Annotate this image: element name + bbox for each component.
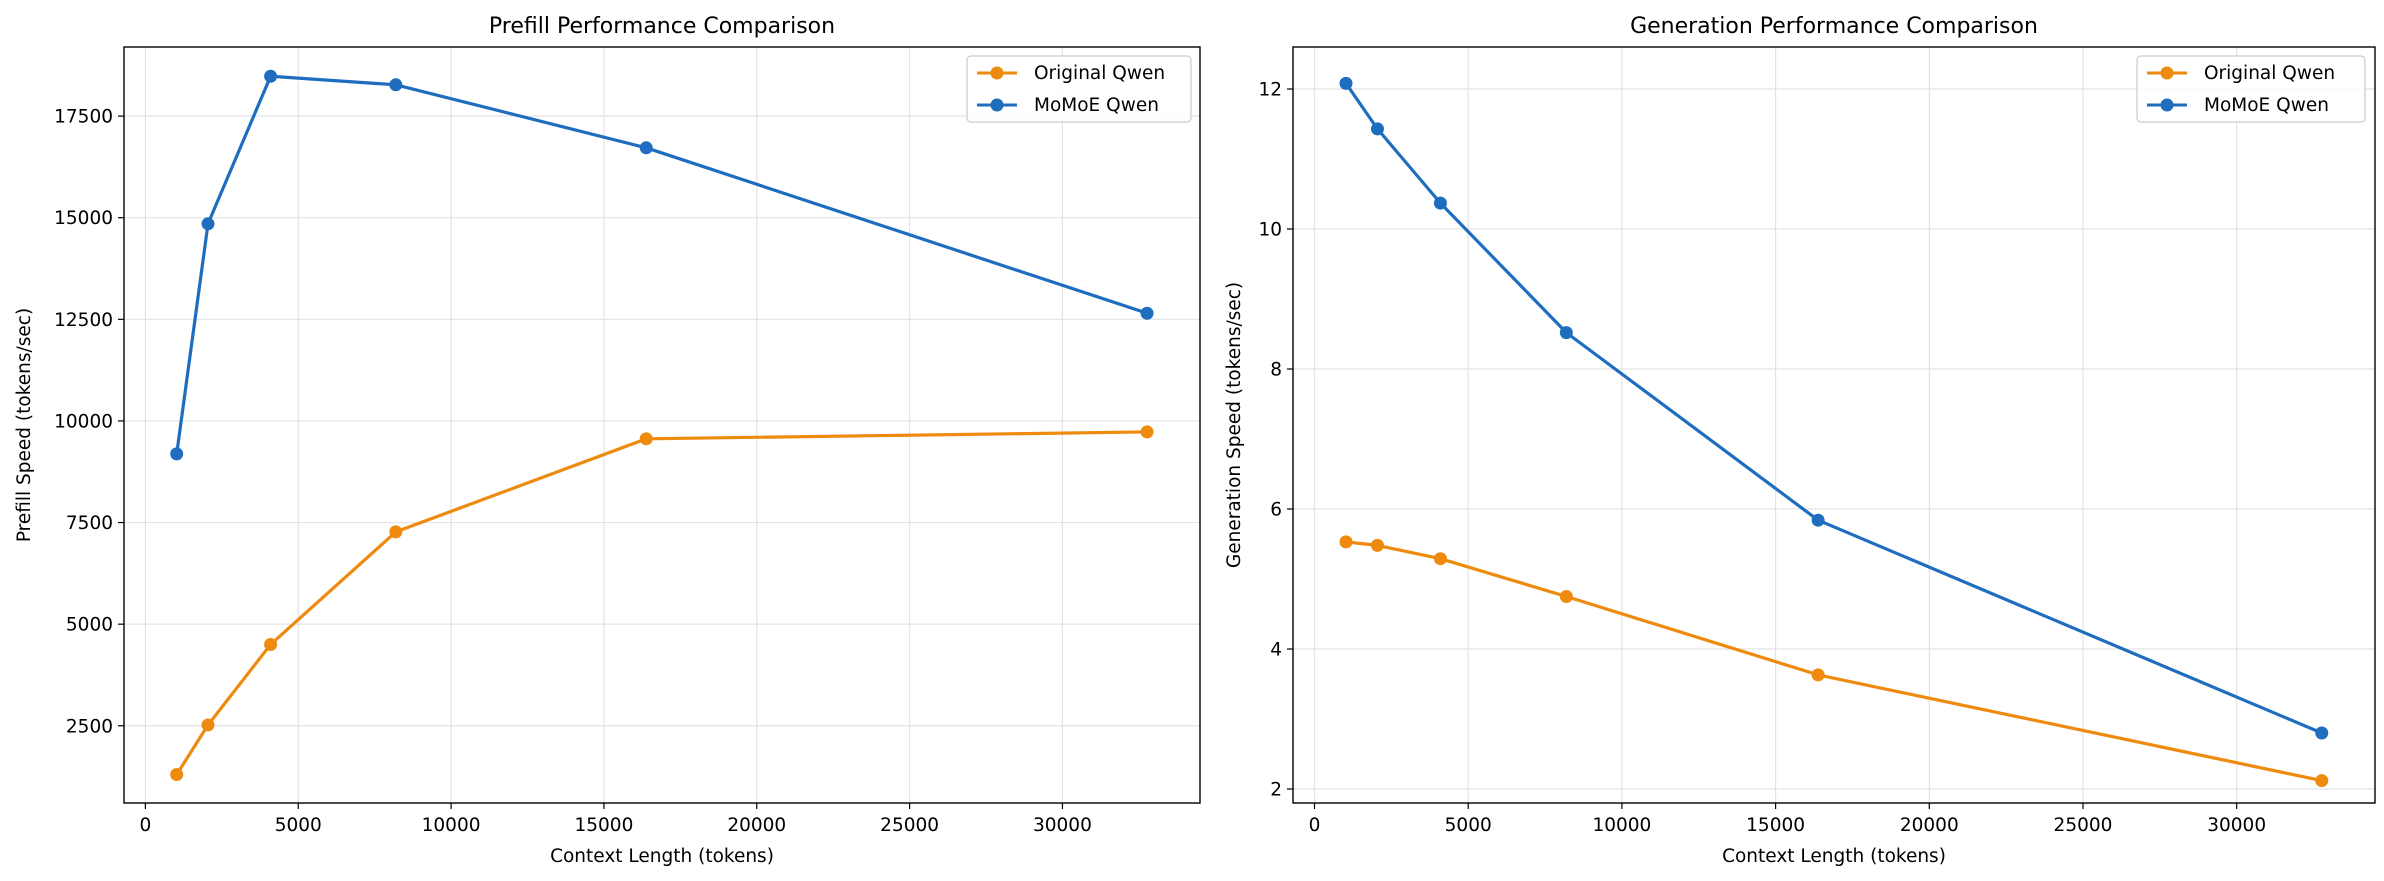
prefill-chart-title: Prefill Performance Comparison	[489, 14, 835, 39]
generation-legend-label-momoe: MoMoE Qwen	[2204, 95, 2329, 116]
generation-x-tick-label: 30000	[2207, 815, 2266, 836]
generation-point-momoe	[2315, 726, 2329, 740]
prefill-legend-marker-momoe	[990, 98, 1004, 112]
prefill-x-tick-label: 5000	[275, 815, 322, 836]
prefill-grid	[124, 47, 1200, 803]
prefill-y-tick-label: 12500	[54, 310, 113, 331]
prefill-y-tick-label: 7500	[66, 513, 113, 534]
generation-y-tick-label: 2	[1270, 780, 1282, 801]
generation-legend: Original Qwen MoMoE Qwen	[2136, 55, 2366, 123]
generation-point-momoe	[1433, 196, 1447, 210]
generation-point-momoe	[1559, 326, 1573, 340]
prefill-y-tick-label: 2500	[66, 716, 113, 737]
prefill-point-momoe	[264, 69, 278, 83]
generation-legend-marker-original	[2160, 66, 2174, 80]
generation-line-momoe	[1344, 82, 2323, 735]
prefill-y-tick-label: 15000	[54, 208, 113, 229]
generation-x-tick-label: 15000	[1746, 815, 1805, 836]
prefill-chart: 0 5000 10000 15000 20000 25000 30000 2500 5000 7…	[14, 14, 1201, 867]
prefill-line-momoe	[175, 74, 1148, 455]
prefill-legend-label-momoe: MoMoE Qwen	[1034, 95, 1159, 116]
generation-plot-frame	[1292, 46, 2376, 804]
prefill-x-tick-label: 10000	[422, 815, 481, 836]
prefill-plot-frame	[123, 46, 1201, 804]
generation-point-original	[1559, 590, 1573, 603]
prefill-point-original	[389, 525, 403, 539]
prefill-point-momoe	[639, 141, 653, 155]
generation-y-axis-label: Generation Speed (tokens/sec)	[1224, 282, 1245, 568]
prefill-point-original	[201, 718, 215, 732]
prefill-x-tick-label: 20000	[727, 815, 786, 836]
prefill-x-ticks: 0 5000 10000 15000 20000 25000 30000	[140, 803, 1092, 836]
generation-legend-marker-momoe	[2160, 98, 2174, 112]
prefill-y-tick-label: 17500	[54, 107, 113, 128]
prefill-point-original	[170, 768, 184, 782]
prefill-point-original	[1140, 425, 1154, 439]
prefill-legend: Original Qwen MoMoE Qwen	[966, 55, 1192, 123]
generation-point-momoe	[1811, 513, 1825, 527]
prefill-legend-marker-original	[990, 66, 1004, 80]
prefill-x-tick-label: 25000	[880, 815, 939, 836]
generation-chart-title: Generation Performance Comparison	[1630, 14, 2038, 39]
prefill-legend-label-original: Original Qwen	[1034, 63, 1165, 84]
prefill-y-ticks: 2500 5000 7500 10000 12500 15000 17500	[54, 107, 124, 737]
prefill-x-tick-label: 15000	[574, 815, 633, 836]
generation-y-tick-label: 4	[1270, 640, 1282, 661]
generation-line-original	[1345, 540, 2323, 783]
generation-series	[1339, 76, 2329, 788]
generation-y-tick-label: 12	[1258, 80, 1282, 101]
generation-x-tick-label: 25000	[2054, 815, 2113, 836]
generation-point-original	[1433, 552, 1447, 566]
prefill-series	[170, 69, 1154, 782]
generation-x-axis-label: Context Length (tokens)	[1722, 846, 1946, 867]
generation-point-momoe	[1339, 76, 1353, 90]
prefill-point-momoe	[170, 447, 184, 461]
prefill-y-tick-label: 10000	[54, 411, 113, 432]
prefill-x-axis-label: Context Length (tokens)	[550, 846, 774, 867]
generation-x-tick-label: 5000	[1445, 815, 1492, 836]
generation-x-tick-label: 10000	[1592, 815, 1651, 836]
generation-x-tick-label: 20000	[1900, 815, 1959, 836]
generation-y-ticks: 2 4 6 8 10 12	[1258, 80, 1293, 801]
prefill-point-original	[264, 637, 278, 651]
generation-x-tick-label: 0	[1309, 815, 1321, 836]
generation-legend-box	[2136, 55, 2366, 123]
generation-point-original	[1370, 538, 1384, 552]
generation-y-tick-label: 8	[1270, 360, 1282, 381]
generation-chart: 0 5000 10000 15000 20000 25000 30000 24681012 …	[1224, 14, 2376, 867]
prefill-y-axis-label: Prefill Speed (tokens/sec)	[14, 308, 35, 542]
generation-grid	[1293, 47, 2375, 803]
generation-point-original	[2315, 774, 2329, 788]
prefill-point-momoe	[389, 78, 403, 92]
prefill-point-original	[639, 432, 653, 446]
prefill-y-tick-label: 5000	[66, 615, 113, 636]
prefill-legend-box	[966, 55, 1192, 123]
prefill-point-momoe	[1140, 306, 1154, 320]
generation-point-momoe	[1370, 122, 1384, 136]
generation-x-ticks: 0 5000 10000 15000 20000 25000 30000	[1309, 803, 2266, 836]
generation-point-original	[1811, 668, 1825, 682]
prefill-line-original	[175, 430, 1148, 776]
generation-point-original	[1339, 535, 1353, 549]
generation-y-tick-label: 6	[1270, 500, 1282, 521]
prefill-x-tick-label: 30000	[1033, 815, 1092, 836]
prefill-x-tick-label: 0	[140, 815, 152, 836]
generation-y-tick-label: 10	[1258, 220, 1282, 241]
generation-legend-label-original: Original Qwen	[2204, 63, 2335, 84]
prefill-point-momoe	[201, 217, 215, 231]
